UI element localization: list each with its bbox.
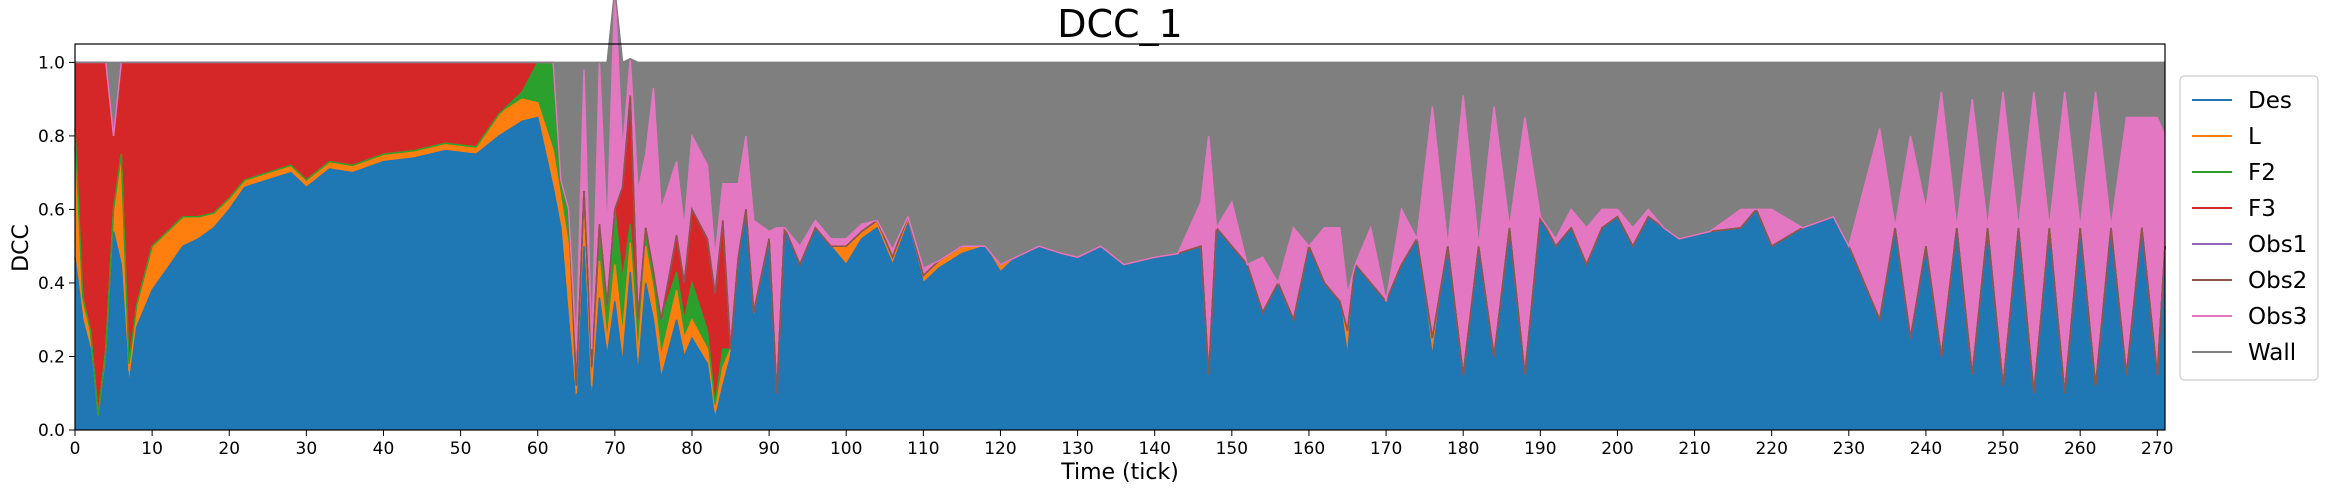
legend-label-f2: F2 (2248, 160, 2276, 186)
legend-label-obs3: Obs3 (2248, 304, 2307, 330)
legend-label-wall: Wall (2248, 340, 2296, 366)
x-tick-label: 240 (1910, 439, 1942, 459)
x-tick-label: 120 (984, 439, 1016, 459)
legend-label-l: L (2248, 124, 2261, 150)
x-tick-label: 100 (830, 439, 862, 459)
legend-label-obs1: Obs1 (2248, 232, 2307, 258)
series-lines (74, 0, 2166, 423)
x-tick-label: 30 (296, 439, 318, 459)
legend-frame (2179, 75, 2319, 381)
x-tick-label: 10 (141, 439, 163, 459)
line-wall (75, 0, 2165, 64)
stacked-areas (75, 0, 2165, 431)
x-axis-ticks: 0 10 20 30 40 50 60 70 80 90 100 110 120 130 140 150 160… (70, 430, 2174, 459)
plot-frame (74, 43, 2166, 431)
x-tick-label: 140 (1138, 439, 1170, 459)
x-tick-label: 50 (450, 439, 472, 459)
y-tick-label: 1.0 (38, 53, 65, 73)
x-tick-label: 150 (1216, 439, 1248, 459)
x-tick-label: 230 (1833, 439, 1865, 459)
x-tick-label: 40 (373, 439, 395, 459)
legend-label-des: Des (2248, 88, 2292, 114)
legend-label-f3: F3 (2248, 196, 2276, 222)
x-tick-label: 160 (1293, 439, 1325, 459)
x-tick-label: 110 (907, 439, 939, 459)
legend-label-obs2: Obs2 (2248, 268, 2307, 294)
y-tick-label: 0.0 (38, 421, 65, 441)
x-tick-label: 0 (70, 439, 81, 459)
y-tick-label: 0.4 (38, 274, 65, 294)
x-tick-label: 200 (1601, 439, 1633, 459)
area-des (75, 117, 2165, 431)
x-tick-label: 60 (527, 439, 549, 459)
x-axis-label: Time (tick) (1060, 460, 1179, 485)
x-tick-label: 270 (2141, 439, 2173, 459)
y-tick-label: 0.2 (38, 347, 65, 367)
x-tick-label: 90 (758, 439, 780, 459)
area-wall (75, 0, 2165, 350)
chart-title: DCC_1 (1057, 2, 1183, 46)
x-tick-label: 130 (1061, 439, 1093, 459)
area-f3 (75, 62, 2165, 416)
legend: Des L F2 F3 Obs1 Obs2 Obs3 Wall (2179, 75, 2319, 381)
y-axis-label: DCC (9, 224, 34, 272)
x-tick-label: 170 (1370, 439, 1402, 459)
x-tick-label: 210 (1678, 439, 1710, 459)
y-tick-label: 0.6 (38, 200, 65, 220)
x-tick-label: 20 (218, 439, 240, 459)
x-tick-label: 220 (1755, 439, 1787, 459)
x-tick-label: 80 (681, 439, 703, 459)
x-tick-label: 260 (2064, 439, 2096, 459)
x-tick-label: 190 (1524, 439, 1556, 459)
y-axis-ticks: 0.0 0.2 0.4 0.6 0.8 1.0 (38, 53, 75, 441)
x-tick-label: 250 (1987, 439, 2019, 459)
y-tick-label: 0.8 (38, 127, 65, 147)
x-tick-label: 70 (604, 439, 626, 459)
x-tick-label: 180 (1447, 439, 1479, 459)
